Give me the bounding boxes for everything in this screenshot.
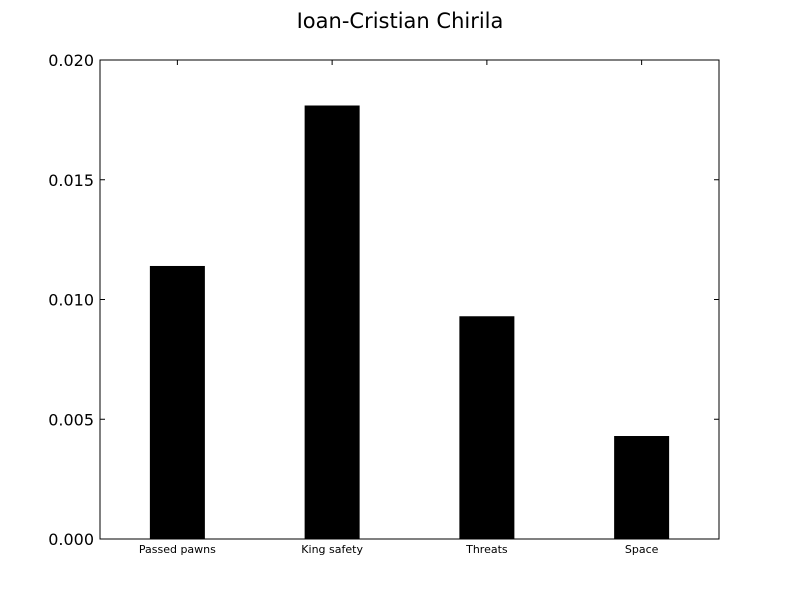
- bar-space: [614, 436, 670, 539]
- x-tick-label: Passed pawns: [139, 543, 216, 556]
- plot-frame: [99, 59, 720, 540]
- bar-passed-pawns: [149, 265, 205, 539]
- x-tick-label: Threats: [465, 543, 508, 556]
- labels-layer: Passed pawns King safety Threats Space 0.000…: [48, 51, 658, 556]
- y-tick-label: 0.015: [48, 171, 94, 190]
- x-tick-label: King safety: [301, 543, 363, 556]
- chart-title: Ioan-Cristian Chirila: [297, 9, 504, 33]
- bar-threats: [459, 316, 515, 539]
- bars-layer: [149, 105, 670, 539]
- x-tick-label: Space: [625, 543, 659, 556]
- y-tick-label: 0.020: [48, 51, 94, 70]
- y-tick-label: 0.000: [48, 530, 94, 549]
- y-tick-label: 0.005: [48, 410, 94, 429]
- y-tick-label: 0.010: [48, 291, 94, 310]
- bar-king-safety: [304, 105, 360, 539]
